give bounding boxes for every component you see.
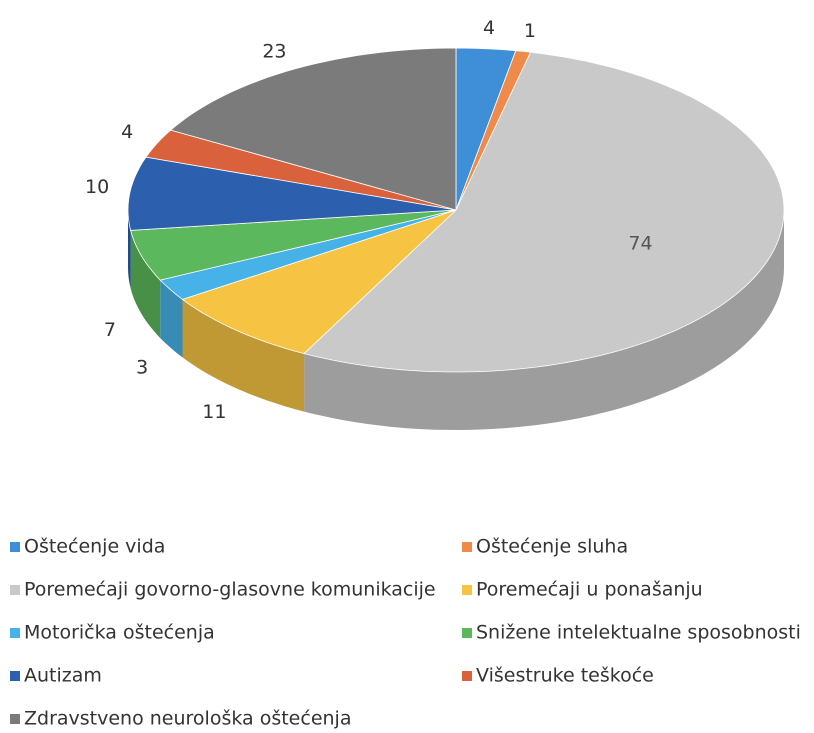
data-label: 74 xyxy=(628,232,652,254)
legend-label: Poremećaji u ponašanju xyxy=(476,579,703,601)
legend-swatch xyxy=(10,585,20,595)
legend-label: Oštećenje vida xyxy=(24,536,165,558)
legend-label: Motorička oštećenja xyxy=(24,622,215,644)
legend-swatch xyxy=(10,714,20,724)
data-label: 7 xyxy=(104,319,116,341)
legend-label: Oštećenje sluha xyxy=(476,536,628,558)
slice-side xyxy=(304,210,784,430)
legend-label: Zdravstveno neurološka oštećenja xyxy=(24,708,351,730)
data-label: 23 xyxy=(262,41,286,63)
slice xyxy=(127,156,457,231)
legend-swatch xyxy=(10,671,20,681)
slice-side xyxy=(128,210,131,289)
data-label: 11 xyxy=(202,401,226,423)
slice-side xyxy=(182,299,305,412)
legend-swatch xyxy=(462,585,472,595)
legend-swatch xyxy=(10,542,20,552)
legend-swatch xyxy=(10,628,20,638)
data-label: 4 xyxy=(121,121,133,143)
data-label: 10 xyxy=(85,176,109,198)
data-label: 1 xyxy=(524,20,536,42)
slice xyxy=(181,209,457,355)
legend-swatch xyxy=(462,542,472,552)
slice xyxy=(303,51,785,373)
legend-label: Autizam xyxy=(24,665,102,687)
slice xyxy=(130,209,457,281)
legend-label: Snižene intelektualne sposobnosti xyxy=(476,622,801,644)
legend-swatch xyxy=(462,671,472,681)
slice xyxy=(145,129,457,211)
legend-swatch xyxy=(462,628,472,638)
slice-side xyxy=(160,280,183,358)
legend-label: Poremećaji govorno-glasovne komunikacije xyxy=(24,579,436,601)
slice xyxy=(169,47,457,211)
slice-side xyxy=(130,230,161,339)
data-label: 4 xyxy=(483,17,495,39)
legend-label: Višestruke teškoće xyxy=(476,665,654,687)
data-label: 3 xyxy=(136,356,148,378)
